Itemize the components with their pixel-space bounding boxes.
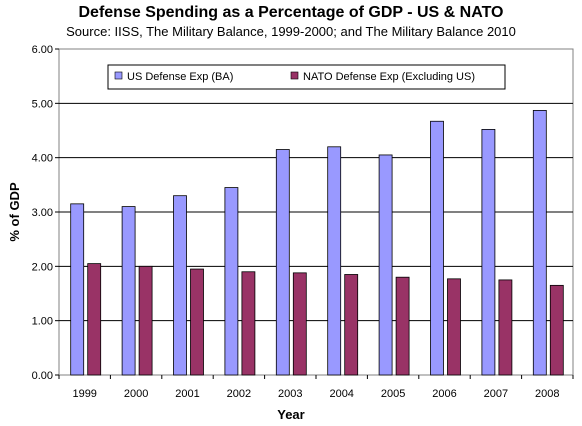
y-tick-labels: 0.00 1.00 2.00 3.00 4.00 5.00 6.00 — [32, 44, 59, 382]
legend: US Defense Exp (BA) NATO Defense Exp (Ex… — [107, 64, 506, 90]
x-tick-label: 2007 — [484, 388, 508, 400]
bar-nato-2001 — [190, 268, 204, 376]
bar-nato-1999 — [87, 263, 102, 376]
bar-us-2002 — [224, 187, 239, 376]
y-tick-label: 3.00 — [32, 207, 53, 219]
y-tick-label: 5.00 — [32, 98, 53, 110]
x-tick-label: 2002 — [227, 388, 251, 400]
bar-us-2001 — [173, 195, 187, 376]
x-tick-label: 2001 — [175, 388, 199, 400]
bar-us-1999 — [70, 203, 85, 376]
bar-nato-2007 — [498, 279, 513, 376]
legend-box — [107, 64, 506, 90]
x-tick-label: 2000 — [124, 388, 148, 400]
x-tick-label: 2005 — [381, 388, 405, 400]
chart-title: Defense Spending as a Percentage of GDP … — [79, 4, 504, 21]
legend-label-nato: NATO Defense Exp (Excluding US) — [303, 71, 475, 83]
y-tick-label: 2.00 — [32, 261, 53, 273]
legend-label-us: US Defense Exp (BA) — [127, 71, 233, 83]
bar-us-2006 — [430, 120, 444, 376]
x-axis-label: Year — [277, 407, 304, 422]
bar-nato-2003 — [292, 272, 307, 376]
bar-us-2005 — [378, 154, 393, 376]
bar-nato-2005 — [395, 276, 410, 376]
x-tick-label: 2008 — [535, 388, 559, 400]
x-tick-label: 2006 — [432, 388, 456, 400]
y-tick-label: 0.00 — [32, 370, 53, 382]
chart-subtitle: Source: IISS, The Military Balance, 1999… — [66, 24, 516, 39]
bar-us-2004 — [327, 146, 342, 376]
bar-nato-2002 — [241, 271, 256, 376]
bar-us-2000 — [121, 206, 136, 376]
bar-nato-2000 — [138, 265, 153, 376]
bar-nato-2004 — [344, 274, 359, 376]
bar-us-2003 — [275, 149, 290, 376]
bars — [70, 109, 564, 376]
legend-swatch-nato — [290, 71, 299, 80]
x-tick-labels: 1999 2000 2001 2002 2003 2004 2005 2006 2007 2008 — [58, 375, 574, 400]
bar-us-2007 — [481, 129, 496, 376]
bar-nato-2008 — [549, 284, 564, 376]
y-tick-label: 4.00 — [32, 153, 53, 165]
legend-swatch-us — [114, 71, 123, 80]
bar-us-2008 — [532, 109, 547, 376]
y-axis-label: % of GDP — [7, 182, 22, 242]
y-tick-label: 6.00 — [32, 44, 53, 56]
x-tick-label: 2004 — [329, 388, 353, 400]
y-tick-label: 1.00 — [32, 316, 53, 328]
x-tick-label: 2003 — [278, 388, 302, 400]
x-tick-label: 1999 — [72, 388, 96, 400]
bar-nato-2006 — [447, 278, 461, 376]
